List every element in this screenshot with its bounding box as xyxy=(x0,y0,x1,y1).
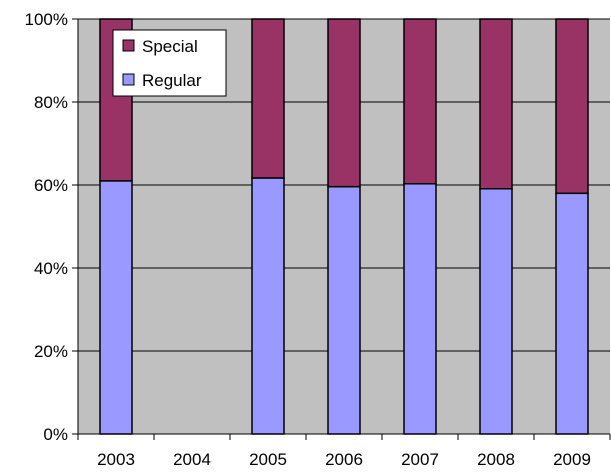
legend-swatch-regular xyxy=(122,73,135,86)
legend-label-special: Special xyxy=(142,37,198,56)
bar-special-2008 xyxy=(479,18,513,190)
x-tick-label-2009: 2009 xyxy=(553,450,591,469)
y-tick-label: 80% xyxy=(34,93,68,112)
bar-regular-2007 xyxy=(403,183,437,435)
bar-special-2006 xyxy=(327,18,361,188)
bar-regular-2005 xyxy=(251,177,285,435)
y-tick-label: 0% xyxy=(43,425,68,444)
x-tick-label-2008: 2008 xyxy=(477,450,515,469)
bar-special-2009 xyxy=(555,18,589,195)
y-tick-label: 60% xyxy=(34,176,68,195)
x-tick-label-2003: 2003 xyxy=(97,450,135,469)
bar-special-2005 xyxy=(251,18,285,179)
legend-label-regular: Regular xyxy=(142,71,202,90)
x-tick-label-2006: 2006 xyxy=(325,450,363,469)
y-axis-ticks: 0% 20% 40% 60% 80% 100% xyxy=(25,10,78,444)
legend-swatch-special xyxy=(122,39,135,52)
y-tick-label: 40% xyxy=(34,259,68,278)
legend: Special Regular xyxy=(112,29,227,97)
x-tick-label-2004: 2004 xyxy=(173,450,211,469)
y-tick-label: 100% xyxy=(25,10,68,29)
bar-regular-2003 xyxy=(99,180,133,435)
x-axis-ticks: 2003 2004 2005 2006 2007 2008 2009 xyxy=(77,434,611,469)
x-tick-label-2005: 2005 xyxy=(249,450,287,469)
bar-regular-2009 xyxy=(555,192,589,435)
bar-special-2007 xyxy=(403,18,437,185)
bar-regular-2006 xyxy=(327,185,361,435)
y-tick-label: 20% xyxy=(34,342,68,361)
bar-regular-2008 xyxy=(479,187,513,435)
x-tick-label-2007: 2007 xyxy=(401,450,439,469)
